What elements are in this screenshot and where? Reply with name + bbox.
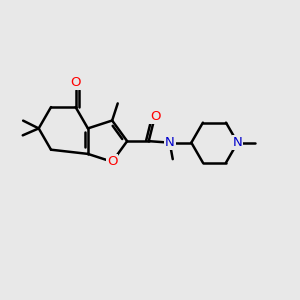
Text: O: O [150,110,161,123]
Text: O: O [70,76,81,89]
Text: N: N [165,136,175,149]
Text: O: O [107,155,117,168]
Text: N: N [233,136,242,149]
